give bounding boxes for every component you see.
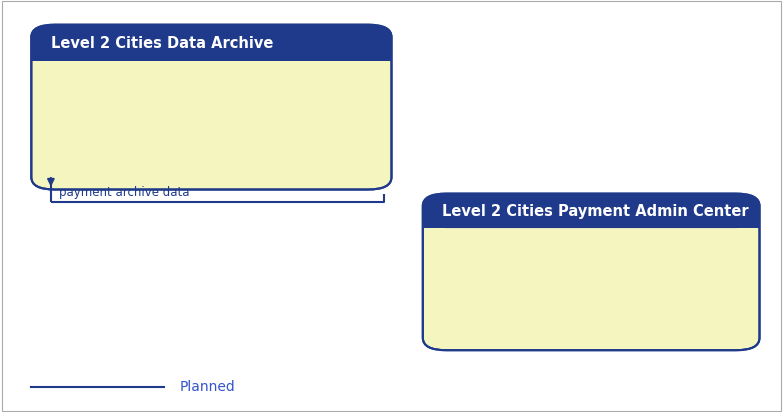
Text: payment archive data: payment archive data bbox=[59, 185, 189, 199]
Text: Level 2 Cities Data Archive: Level 2 Cities Data Archive bbox=[51, 36, 273, 51]
FancyBboxPatch shape bbox=[31, 25, 392, 61]
Text: Planned: Planned bbox=[180, 380, 236, 394]
FancyBboxPatch shape bbox=[31, 25, 392, 190]
Text: Level 2 Cities Payment Admin Center: Level 2 Cities Payment Admin Center bbox=[442, 204, 749, 219]
FancyBboxPatch shape bbox=[423, 211, 760, 228]
FancyBboxPatch shape bbox=[31, 43, 392, 61]
FancyBboxPatch shape bbox=[423, 194, 760, 350]
FancyBboxPatch shape bbox=[423, 194, 760, 228]
